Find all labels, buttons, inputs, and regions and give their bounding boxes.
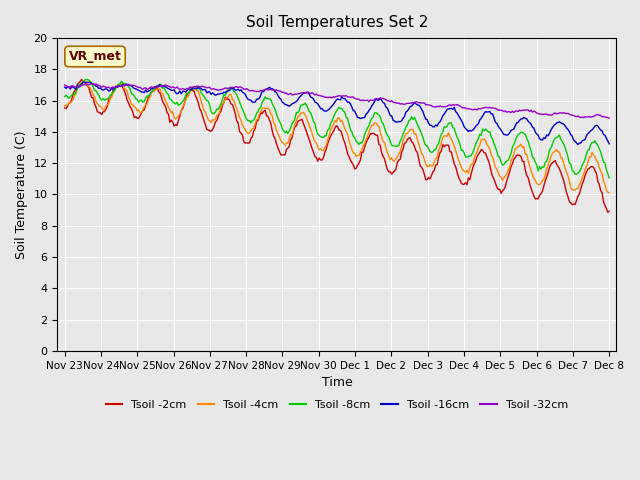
Tsoil -4cm bbox=[342, 129, 350, 134]
Tsoil -2cm bbox=[531, 196, 539, 202]
Tsoil -16cm bbox=[604, 138, 612, 144]
Tsoil -2cm bbox=[98, 112, 106, 118]
Tsoil -2cm bbox=[342, 144, 350, 150]
Line: Tsoil -4cm: Tsoil -4cm bbox=[65, 81, 609, 192]
Tsoil -4cm bbox=[531, 178, 539, 183]
Line: Tsoil -32cm: Tsoil -32cm bbox=[65, 84, 609, 118]
X-axis label: Time: Time bbox=[321, 376, 352, 389]
Tsoil -2cm bbox=[604, 209, 612, 215]
Tsoil -8cm bbox=[98, 97, 106, 103]
Title: Soil Temperatures Set 2: Soil Temperatures Set 2 bbox=[246, 15, 428, 30]
Line: Tsoil -2cm: Tsoil -2cm bbox=[65, 79, 609, 212]
Tsoil -4cm bbox=[81, 79, 88, 85]
Tsoil -8cm bbox=[79, 80, 87, 85]
Tsoil -16cm bbox=[574, 142, 582, 147]
Tsoil -2cm bbox=[451, 161, 458, 167]
Tsoil -32cm bbox=[89, 81, 97, 86]
Tsoil -32cm bbox=[451, 102, 458, 108]
Tsoil -8cm bbox=[602, 167, 610, 173]
Tsoil -32cm bbox=[98, 84, 106, 90]
Y-axis label: Soil Temperature (C): Soil Temperature (C) bbox=[15, 130, 28, 259]
Tsoil -4cm bbox=[605, 190, 613, 195]
Tsoil -8cm bbox=[82, 77, 90, 83]
Tsoil -16cm bbox=[79, 79, 87, 85]
Tsoil -32cm bbox=[531, 109, 539, 115]
Tsoil -32cm bbox=[602, 114, 610, 120]
Tsoil -2cm bbox=[61, 105, 68, 111]
Tsoil -8cm bbox=[61, 94, 68, 99]
Tsoil -2cm bbox=[78, 76, 86, 82]
Tsoil -32cm bbox=[605, 115, 613, 121]
Tsoil -16cm bbox=[98, 86, 106, 92]
Tsoil -16cm bbox=[61, 84, 68, 90]
Tsoil -4cm bbox=[98, 105, 106, 110]
Tsoil -2cm bbox=[81, 80, 88, 85]
Tsoil -32cm bbox=[79, 82, 87, 87]
Tsoil -16cm bbox=[605, 141, 613, 147]
Text: VR_met: VR_met bbox=[68, 50, 122, 63]
Tsoil -8cm bbox=[605, 175, 613, 181]
Tsoil -4cm bbox=[602, 187, 610, 193]
Tsoil -4cm bbox=[451, 143, 458, 149]
Tsoil -32cm bbox=[342, 93, 350, 98]
Legend: Tsoil -2cm, Tsoil -4cm, Tsoil -8cm, Tsoil -16cm, Tsoil -32cm: Tsoil -2cm, Tsoil -4cm, Tsoil -8cm, Tsoi… bbox=[101, 395, 573, 414]
Tsoil -4cm bbox=[79, 78, 87, 84]
Line: Tsoil -16cm: Tsoil -16cm bbox=[65, 82, 609, 144]
Tsoil -8cm bbox=[451, 126, 458, 132]
Tsoil -8cm bbox=[342, 114, 350, 120]
Tsoil -16cm bbox=[81, 80, 88, 85]
Tsoil -16cm bbox=[531, 129, 539, 135]
Tsoil -4cm bbox=[61, 103, 68, 108]
Tsoil -32cm bbox=[61, 82, 68, 88]
Tsoil -2cm bbox=[602, 205, 610, 211]
Tsoil -16cm bbox=[451, 105, 458, 110]
Line: Tsoil -8cm: Tsoil -8cm bbox=[65, 80, 609, 178]
Tsoil -2cm bbox=[605, 208, 613, 214]
Tsoil -8cm bbox=[531, 159, 539, 165]
Tsoil -16cm bbox=[342, 97, 350, 103]
